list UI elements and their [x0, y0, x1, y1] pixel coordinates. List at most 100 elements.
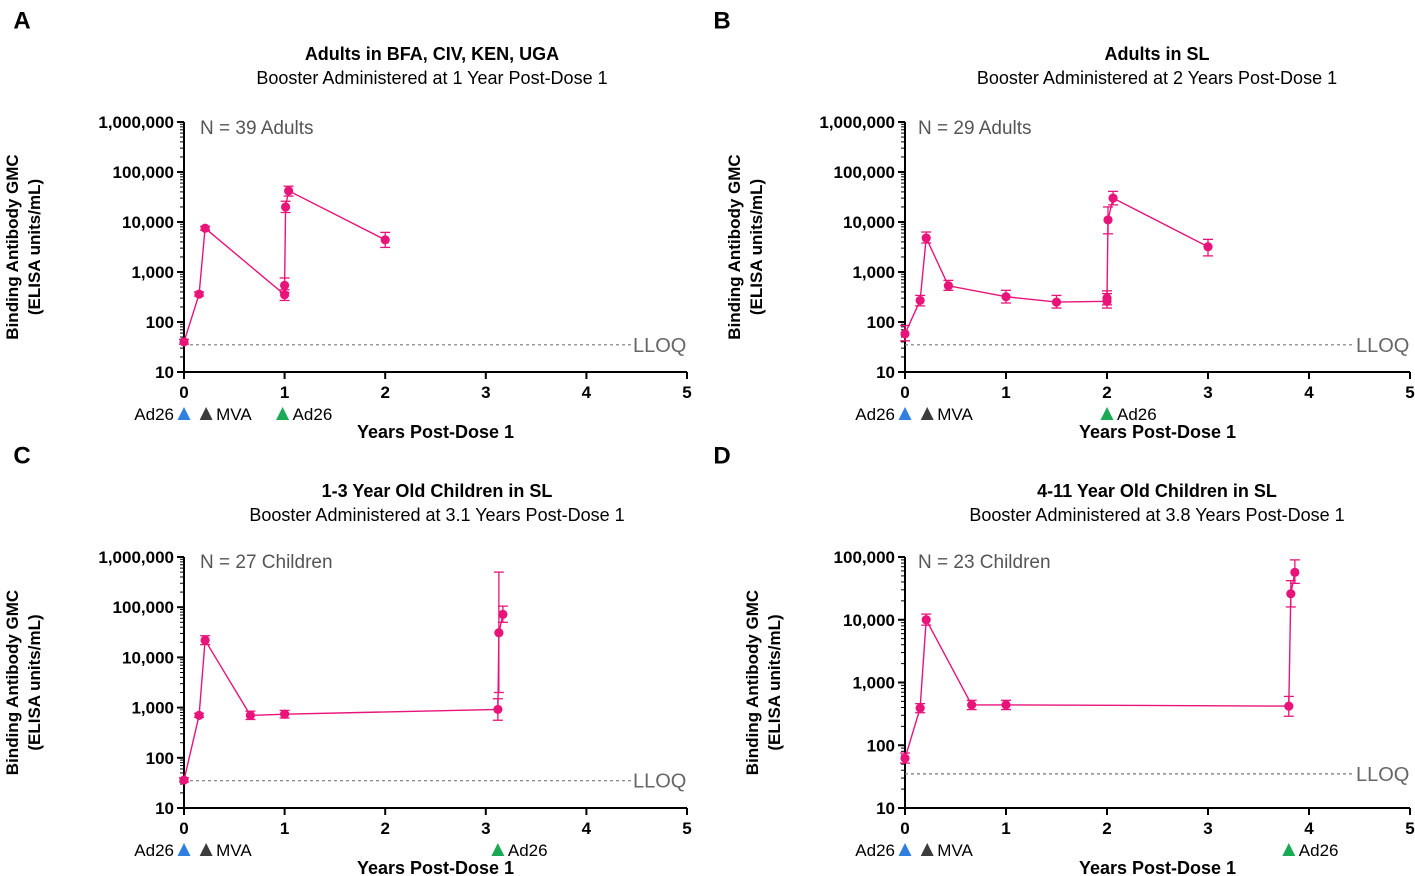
- chart-title: 4-11 Year Old Children in SL: [1037, 481, 1277, 501]
- n-annotation: N = 23 Children: [918, 552, 1051, 573]
- y-tick-label: 1,000: [852, 263, 895, 282]
- series-line: [183, 189, 386, 343]
- chart-title: 1-3 Year Old Children in SL: [322, 481, 553, 501]
- y-axis-label-units: (ELISA units/mL): [25, 179, 44, 315]
- x-tick-label: 1: [1001, 383, 1010, 402]
- data-point: [194, 289, 204, 299]
- data-point: [900, 753, 910, 763]
- x-tick-label: 3: [1203, 383, 1212, 402]
- y-axis-label: Binding Antibody GMC: [3, 590, 22, 775]
- marker-label: Ad26: [508, 841, 548, 860]
- x-tick-label: 5: [1405, 819, 1414, 838]
- marker-label: Ad26: [134, 405, 174, 424]
- y-tick-label: 1,000: [131, 699, 174, 718]
- data-point: [967, 700, 977, 710]
- y-axis-label: Binding Antibody GMC: [743, 590, 762, 775]
- panel-b: B Adults in SL Booster Administered at 2 Y…: [713, 7, 1414, 442]
- marker-triangle-icon: [199, 407, 213, 420]
- y-tick-label: 10,000: [843, 611, 895, 630]
- y-axis-label-units: (ELISA units/mL): [765, 614, 784, 750]
- chart-subtitle: Booster Administered at 1 Year Post-Dose…: [256, 68, 607, 88]
- panel-c: C 1-3 Year Old Children in SL Booster Admi…: [3, 442, 692, 876]
- x-axis-label: Years Post-Dose 1: [1079, 422, 1236, 442]
- y-tick-label: 10: [155, 363, 174, 382]
- x-tick-label: 2: [380, 819, 389, 838]
- y-tick-label: 100: [146, 749, 174, 768]
- data-point: [284, 186, 294, 196]
- lloq-label: LLOQ: [1356, 764, 1409, 786]
- x-tick-label: 1: [280, 819, 289, 838]
- lloq-label: LLOQ: [1356, 335, 1409, 357]
- data-point: [245, 710, 255, 720]
- y-tick-label: 1,000,000: [819, 113, 895, 132]
- x-tick-label: 0: [900, 819, 909, 838]
- data-point: [280, 709, 290, 719]
- data-point: [921, 233, 931, 243]
- x-tick-label: 5: [682, 383, 691, 402]
- panel-letter: D: [713, 442, 730, 469]
- y-tick-label: 100: [146, 313, 174, 332]
- marker-triangle-icon: [199, 843, 213, 856]
- x-axis-label: Years Post-Dose 1: [357, 858, 514, 876]
- panel-letter: A: [13, 7, 30, 34]
- x-axis-label: Years Post-Dose 1: [1079, 858, 1236, 876]
- data-point: [280, 280, 290, 290]
- data-point: [498, 609, 508, 619]
- marker-triangle-icon: [898, 843, 912, 856]
- marker-label: Ad26: [855, 405, 895, 424]
- n-annotation: N = 27 Children: [200, 552, 333, 573]
- x-tick-label: 1: [280, 383, 289, 402]
- data-point: [493, 704, 503, 715]
- x-tick-label: 0: [179, 383, 188, 402]
- data-point: [921, 615, 931, 625]
- data-point: [943, 281, 954, 291]
- y-tick-label: 100,000: [834, 548, 895, 567]
- panel-letter: B: [713, 7, 730, 34]
- y-tick-label: 10: [876, 799, 895, 818]
- panel-letter: C: [13, 442, 30, 469]
- chart-subtitle: Booster Administered at 3.8 Years Post-D…: [969, 505, 1344, 525]
- marker-label: Ad26: [1117, 405, 1157, 424]
- y-tick-label: 100,000: [113, 163, 174, 182]
- y-tick-label: 100: [867, 313, 895, 332]
- marker-triangle-icon: [491, 843, 505, 856]
- x-tick-label: 3: [481, 383, 490, 402]
- series-line: [904, 197, 1209, 335]
- data-point: [1001, 700, 1011, 710]
- chart-title: Adults in BFA, CIV, KEN, UGA: [305, 44, 559, 64]
- data-point: [179, 337, 189, 347]
- marker-triangle-icon: [276, 407, 290, 420]
- y-axis-label-units: (ELISA units/mL): [747, 179, 766, 315]
- chart-subtitle: Booster Administered at 2 Years Post-Dos…: [977, 68, 1337, 88]
- y-tick-label: 100,000: [834, 163, 895, 182]
- lloq-label: LLOQ: [633, 771, 686, 793]
- marker-label: MVA: [216, 405, 252, 424]
- y-axis-label: Binding Antibody GMC: [725, 154, 744, 339]
- y-tick-label: 10: [876, 363, 895, 382]
- data-point: [900, 329, 910, 339]
- y-tick-label: 10,000: [843, 213, 895, 232]
- y-axis-label: Binding Antibody GMC: [3, 154, 22, 339]
- data-point: [1290, 567, 1300, 577]
- x-tick-label: 3: [1203, 819, 1212, 838]
- marker-triangle-icon: [898, 407, 912, 420]
- x-tick-label: 2: [380, 383, 389, 402]
- series-line: [904, 572, 1296, 759]
- x-tick-label: 4: [582, 383, 592, 402]
- x-tick-label: 4: [1304, 819, 1314, 838]
- marker-label: Ad26: [1299, 841, 1339, 860]
- x-tick-label: 4: [1304, 383, 1314, 402]
- y-tick-label: 1,000: [131, 263, 174, 282]
- marker-label: MVA: [937, 405, 973, 424]
- x-tick-label: 2: [1102, 383, 1111, 402]
- panel-d: D 4-11 Year Old Children in SL Booster Adm…: [713, 442, 1414, 876]
- data-point: [1286, 589, 1296, 599]
- marker-triangle-icon: [177, 407, 191, 420]
- x-tick-label: 3: [481, 819, 490, 838]
- data-point: [179, 775, 189, 785]
- y-tick-label: 100: [867, 736, 895, 755]
- data-point: [200, 223, 210, 233]
- x-tick-label: 5: [682, 819, 691, 838]
- data-point: [915, 703, 925, 713]
- chart-title: Adults in SL: [1105, 44, 1210, 64]
